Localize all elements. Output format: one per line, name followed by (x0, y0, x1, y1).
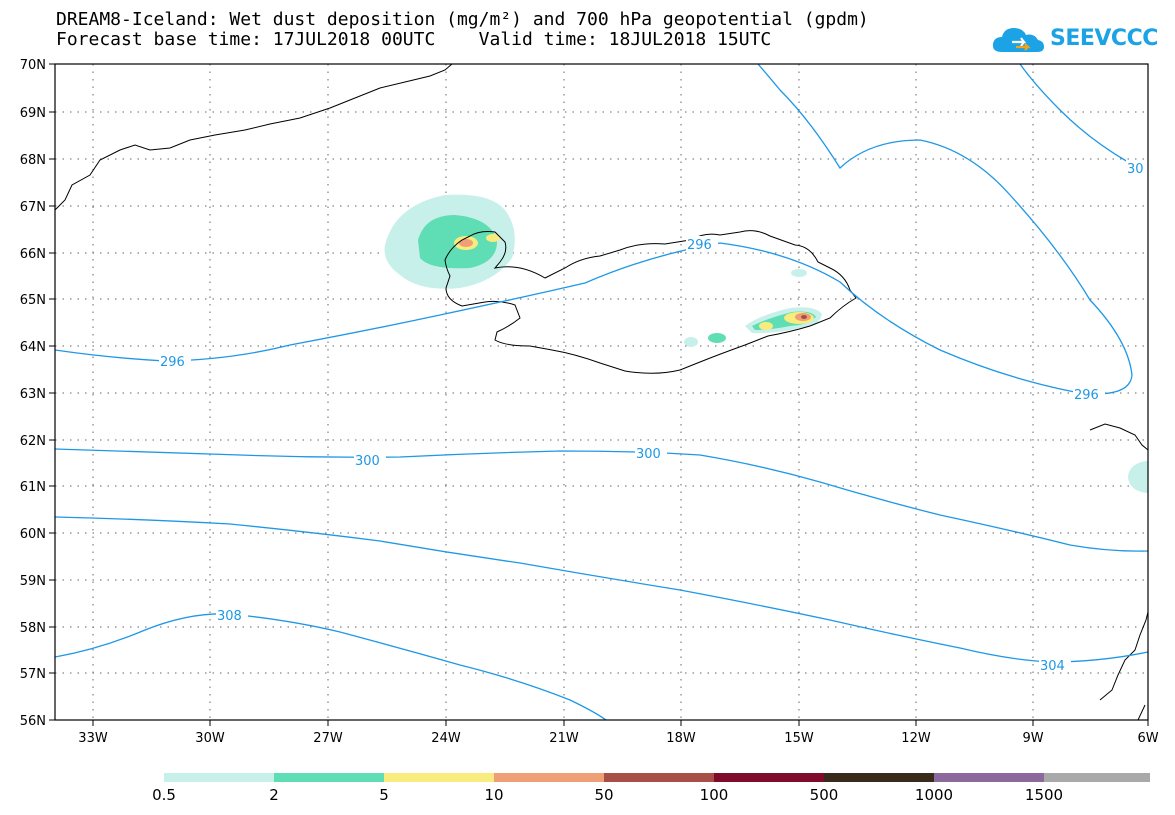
lon-label: 9W (1022, 731, 1043, 746)
legend-swatch (714, 773, 824, 782)
dust-deposition-shading (384, 194, 1148, 493)
legend-swatch (494, 773, 604, 782)
legend-swatch (824, 773, 934, 782)
legend-label: 1500 (1024, 786, 1064, 804)
contour-label: 296 (1074, 388, 1099, 403)
legend-label: 1000 (914, 786, 954, 804)
lat-label: 65N (20, 293, 46, 308)
forecast-times: Forecast base time: 17JUL2018 00UTC Vali… (56, 29, 772, 50)
lat-label: 62N (20, 434, 46, 449)
legend-swatch (164, 773, 274, 782)
legend-label: 2 (269, 786, 279, 804)
lon-label: 33W (78, 731, 108, 746)
lon-label: 27W (313, 731, 343, 746)
logo-text: SEEVCCC (1050, 26, 1158, 51)
lat-label: 69N (20, 106, 46, 121)
lat-label: 58N (20, 621, 46, 636)
legend-label: 100 (699, 786, 729, 804)
lat-label: 57N (20, 667, 46, 682)
legend-label: 0.5 (152, 786, 176, 804)
contour-label: 300 (355, 454, 380, 469)
greenland-coastline (55, 64, 453, 211)
legend-label: 5 (379, 786, 389, 804)
legend-swatch (1044, 773, 1150, 782)
lat-label: 59N (20, 574, 46, 589)
contour-labels: 296 296 296 300 300 304 308 30 (159, 160, 1148, 674)
lat-labels: 70N 69N 68N 67N 66N 65N 64N 63N 62N 61N … (20, 58, 46, 729)
axis-ticks (49, 63, 1149, 726)
contour-label: 308 (217, 609, 242, 624)
lon-label: 15W (784, 731, 814, 746)
map-title: DREAM8-Iceland: Wet dust deposition (mg/… (56, 9, 869, 30)
lon-label: 30W (195, 731, 225, 746)
legend-swatch (604, 773, 714, 782)
lat-label: 56N (20, 714, 46, 729)
legend-swatch (934, 773, 1044, 782)
contour-label: 296 (687, 238, 712, 253)
contour-308 (55, 613, 607, 720)
faroe-scotland-coastline (1089, 423, 1148, 451)
lat-label: 70N (20, 58, 46, 73)
contour-label: 30 (1127, 162, 1144, 177)
contour-296-b (1019, 64, 1148, 171)
contour-label: 304 (1040, 659, 1065, 674)
seevccc-logo-cloud-icon (992, 28, 1044, 52)
lon-label: 12W (901, 731, 931, 746)
lat-label: 61N (20, 480, 46, 495)
contour-296 (55, 64, 1133, 395)
lon-label: 21W (549, 731, 579, 746)
contour-label: 300 (636, 447, 661, 462)
scotland-coastline (1099, 611, 1148, 720)
map-frame (54, 63, 1149, 721)
legend-swatch (384, 773, 494, 782)
contour-304 (55, 516, 1148, 663)
lat-label: 68N (20, 153, 46, 168)
contour-300 (55, 448, 1148, 552)
legend-swatch (274, 773, 384, 782)
lat-label: 63N (20, 387, 46, 402)
lon-labels: 33W 30W 27W 24W 21W 18W 15W 12W 9W 6W (78, 731, 1158, 746)
lat-label: 60N (20, 527, 46, 542)
legend-label: 500 (809, 786, 839, 804)
lat-label: 64N (20, 340, 46, 355)
lat-label: 66N (20, 247, 46, 262)
lat-label: 67N (20, 200, 46, 215)
lon-label: 18W (666, 731, 696, 746)
contour-label: 296 (160, 355, 185, 370)
lon-label: 24W (431, 731, 461, 746)
legend-label: 10 (484, 786, 504, 804)
legend-label: 50 (594, 786, 614, 804)
geopotential-contours (55, 64, 1148, 720)
lon-label: 6W (1137, 731, 1158, 746)
